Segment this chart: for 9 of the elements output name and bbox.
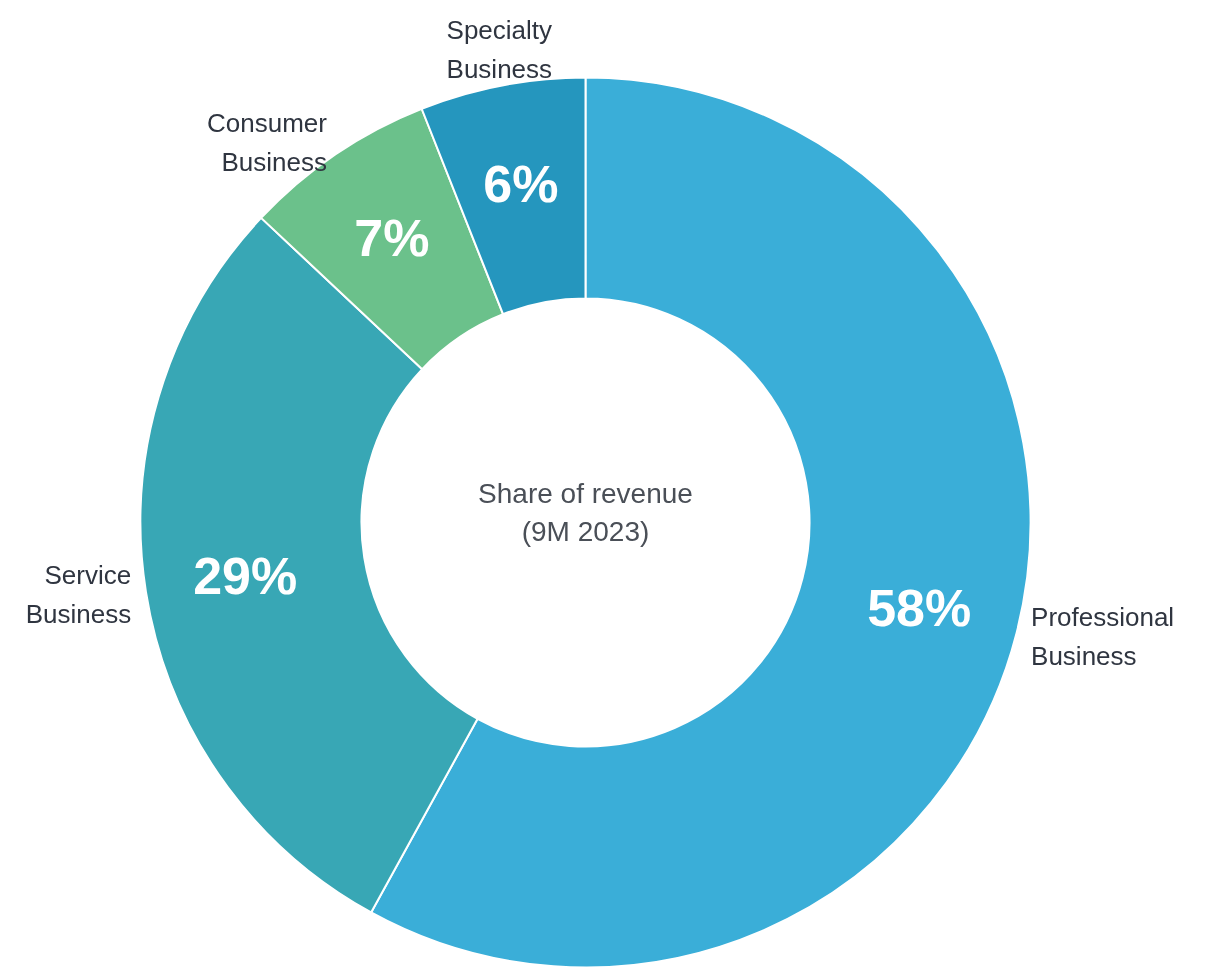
data-label: 29% (193, 547, 298, 606)
slice-label: Professional Business (1031, 602, 1175, 672)
data-label: 58% (867, 579, 972, 638)
slice-label: Service Business (25, 559, 132, 629)
data-label: 6% (483, 155, 559, 214)
slice-label: Consumer Business (207, 107, 328, 177)
text: Share of revenue (9M 2023) (478, 477, 693, 548)
slice-label: Specialty Business (446, 14, 553, 84)
data-label: 7% (354, 208, 430, 267)
